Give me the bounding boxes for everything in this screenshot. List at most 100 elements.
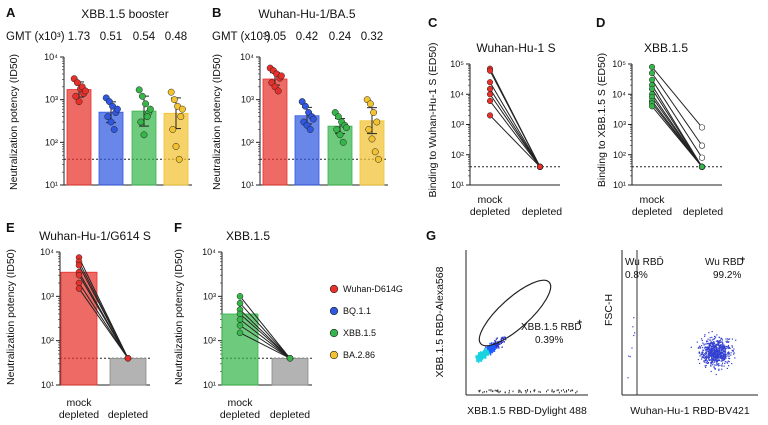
event-dot (711, 336, 713, 339)
panel-e-ytick-label: 10³ (41, 291, 54, 301)
event-dot (520, 391, 522, 394)
event-dot (723, 365, 725, 367)
panel-f-point-mock (236, 316, 244, 323)
event-dot (718, 355, 720, 357)
event-dot (494, 341, 497, 343)
event-dot (547, 389, 549, 391)
event-dot (710, 349, 712, 351)
panel-d-point-depleted (698, 163, 706, 170)
event-dot (716, 360, 719, 362)
title-b: Wuhan-Hu-1/BA.5 (258, 7, 355, 21)
event-dot (713, 360, 715, 362)
event-dot (733, 352, 735, 354)
event-dot (719, 346, 721, 348)
event-dot (479, 389, 481, 392)
event-dot (718, 368, 720, 370)
event-dot (714, 355, 716, 357)
legend-marker-4 (329, 350, 339, 360)
event-dot (713, 352, 715, 355)
event-dot (477, 357, 480, 360)
wu-pos-pct: 99.2% (713, 270, 741, 281)
panel-a-point (143, 113, 151, 121)
event-dot (533, 390, 535, 393)
event-dot (503, 340, 505, 343)
event-dot (525, 391, 527, 394)
event-dot (493, 350, 496, 352)
event-dot (485, 352, 487, 354)
gmt-a-3: 0.54 (133, 31, 156, 43)
event-dot (566, 390, 568, 393)
panel-e-ytick-label: 10⁴ (40, 247, 54, 257)
event-dot (721, 365, 723, 367)
event-dot (714, 354, 716, 356)
event-dot (716, 340, 719, 342)
event-dot (705, 364, 707, 367)
event-dot (705, 361, 707, 364)
event-dot (728, 347, 730, 349)
event-dot (701, 352, 703, 354)
event-dot (489, 353, 492, 356)
event-dot (712, 344, 714, 346)
panel-f-point-mock (236, 329, 244, 337)
event-dot (493, 347, 495, 349)
panel-label-e: E (6, 220, 15, 235)
event-dot (538, 390, 540, 393)
panel-d-point-depleted (698, 154, 706, 161)
event-dot (721, 355, 723, 357)
event-dot (709, 339, 711, 341)
event-dot (492, 345, 495, 347)
event-dot (713, 361, 716, 363)
event-dot (706, 343, 708, 345)
flow-plot-wuhan: Wu RBD - 0.8% Wu RBD + 99.2% FSC-H Wuhan… (603, 250, 758, 417)
panel-a-ytick-label: 10² (45, 137, 58, 147)
event-dot (713, 366, 715, 368)
wu-pos-sign: + (740, 254, 745, 264)
event-dot (488, 346, 490, 349)
ylabel-c: Binding to Wuhan-Hu-1 S (ED50) (427, 42, 439, 197)
event-dot (705, 358, 707, 361)
panel-c-pair-line (489, 115, 541, 168)
panel-d-pair-line (651, 79, 703, 158)
panel-f-point-mock (236, 293, 244, 300)
panel-c-point-mock (486, 97, 494, 105)
panel-e-point-mock (75, 262, 83, 269)
event-dot (706, 346, 708, 348)
panel-e-ytick-label: 10² (41, 336, 54, 346)
event-dot (715, 360, 717, 362)
event-dot (489, 352, 491, 355)
event-dot (491, 342, 493, 344)
event-dot (484, 349, 487, 352)
panel-c-ytick-label: 10⁴ (450, 89, 464, 99)
event-dot (499, 390, 501, 393)
event-dot (483, 353, 485, 356)
event-dot (709, 354, 711, 356)
panel-d-pair-line (651, 66, 703, 128)
event-dot (494, 346, 497, 348)
event-dot (715, 344, 717, 346)
event-dot (723, 353, 725, 355)
event-dot (698, 362, 701, 365)
event-dot (717, 364, 719, 366)
event-dot (713, 349, 716, 351)
event-dot (715, 353, 717, 355)
panel-f-pair-line (239, 332, 291, 359)
event-dot (714, 368, 716, 370)
event-dot (490, 348, 492, 351)
event-dot (708, 357, 710, 359)
event-dot (724, 352, 727, 354)
event-dot (533, 389, 535, 392)
event-dot (716, 334, 718, 336)
event-dot (707, 358, 710, 360)
event-dot (478, 390, 480, 392)
event-dot (724, 355, 726, 357)
event-dot (711, 355, 714, 357)
event-dot (725, 340, 727, 343)
event-dot (725, 345, 727, 347)
gmt-b-3: 0.24 (329, 31, 352, 43)
event-dot (699, 355, 701, 357)
event-dot (709, 355, 712, 357)
event-dot (489, 351, 492, 353)
panel-d-pair-line (651, 88, 703, 168)
event-dot (701, 339, 703, 342)
event-dot (709, 344, 711, 347)
